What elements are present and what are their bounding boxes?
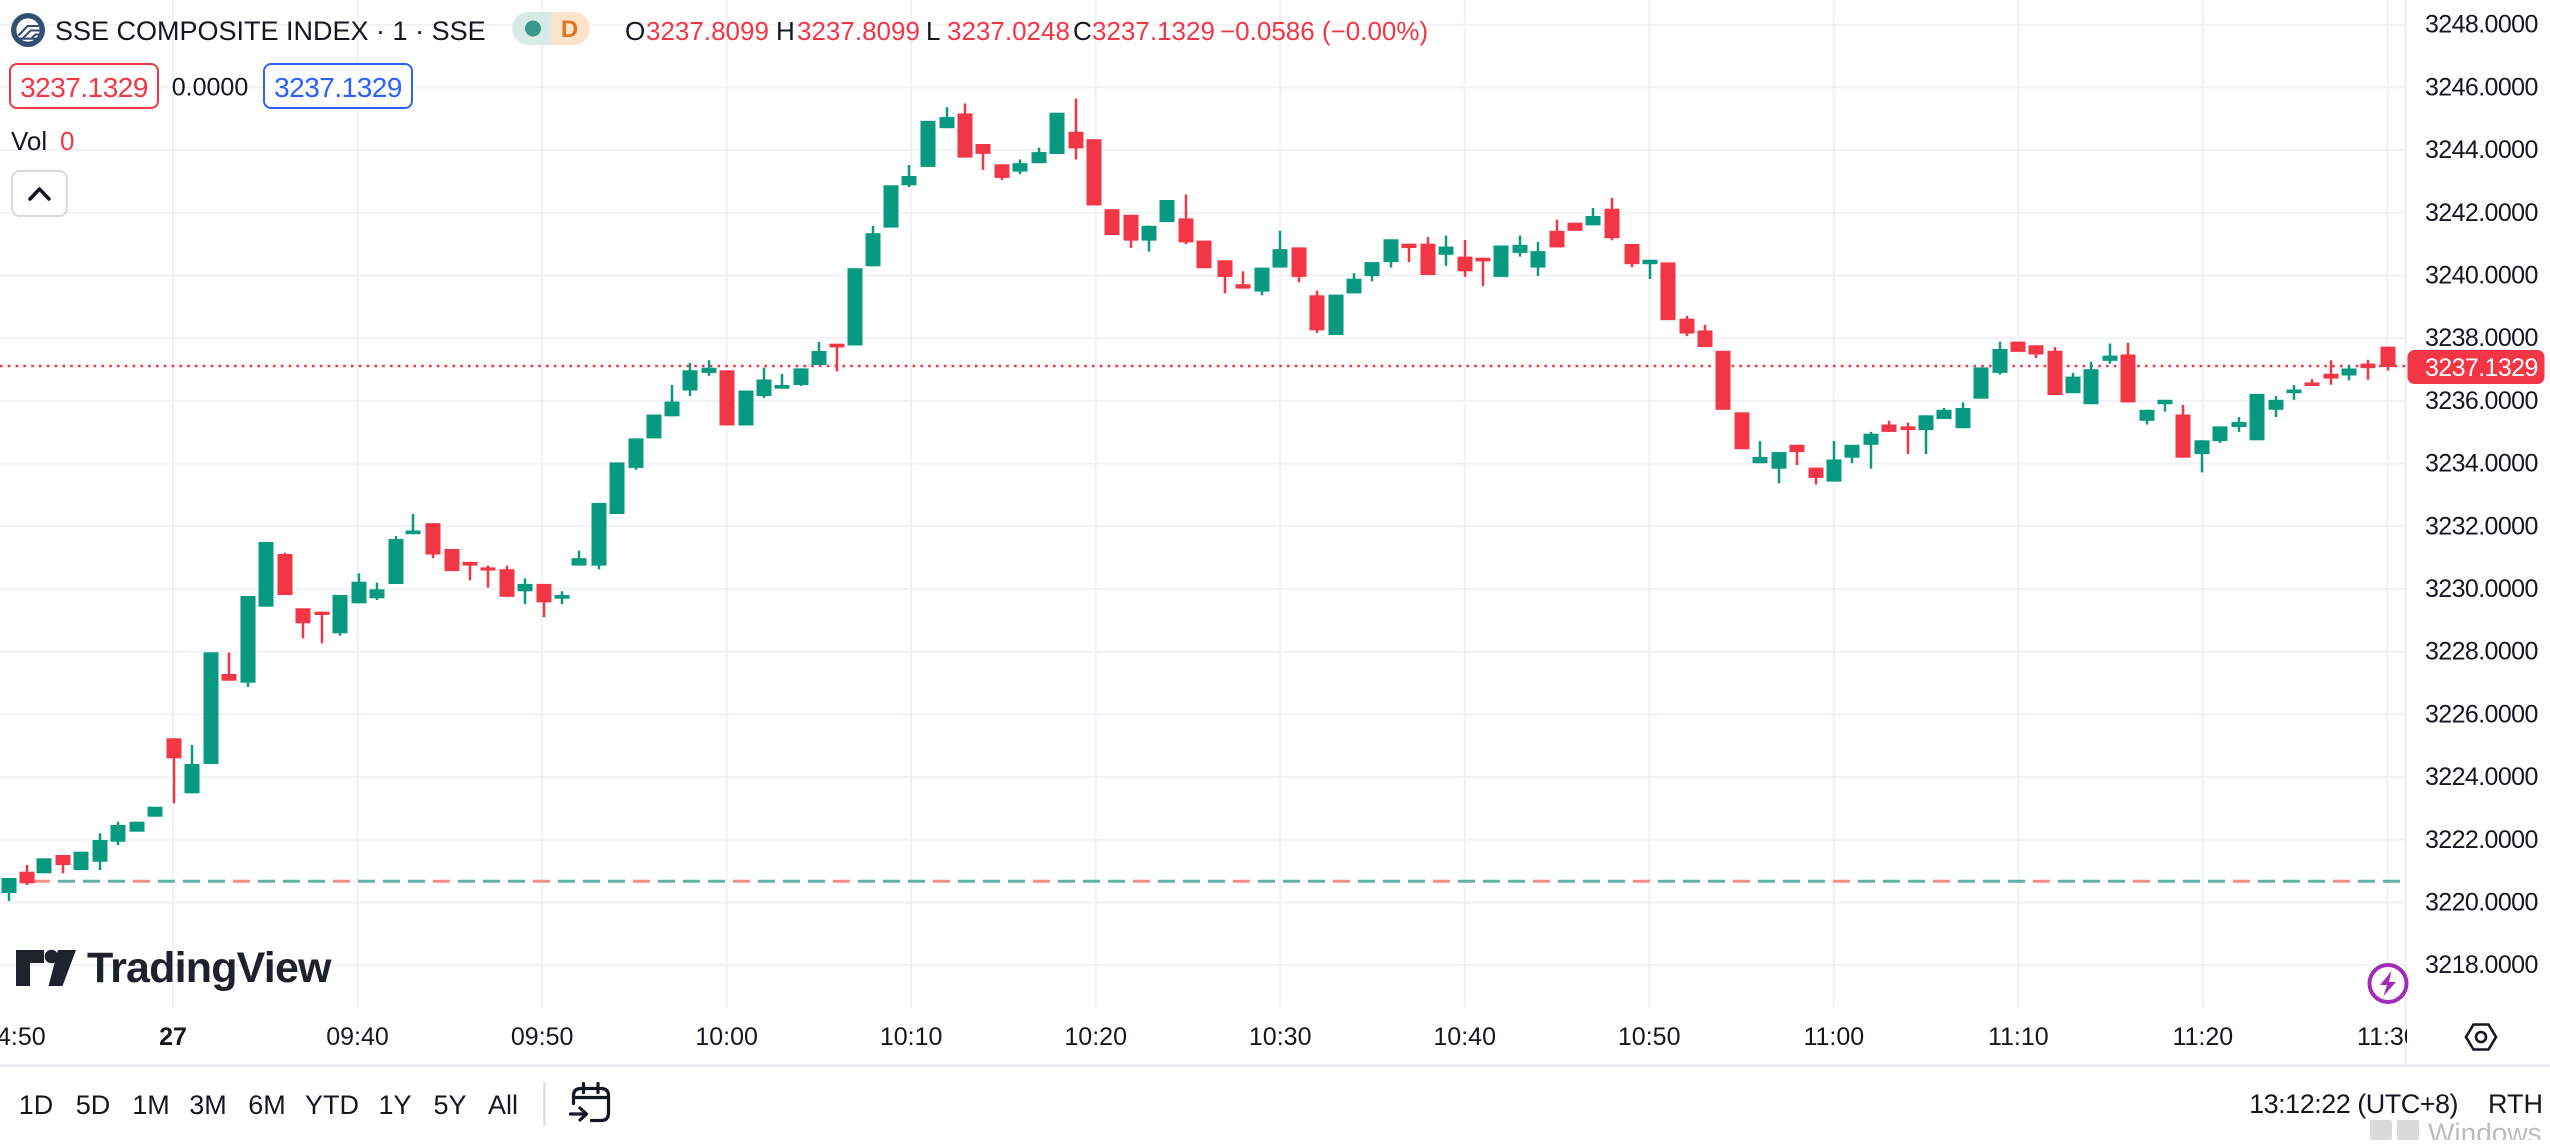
svg-text:3218.0000: 3218.0000 — [2425, 951, 2538, 979]
svg-text:0.0000: 0.0000 — [172, 74, 248, 102]
svg-text:D: D — [561, 16, 578, 43]
svg-text:3236.0000: 3236.0000 — [2425, 387, 2538, 415]
svg-text:11:10: 11:10 — [1988, 1023, 2049, 1051]
svg-text:All: All — [488, 1090, 518, 1120]
svg-text:3237.1329: 3237.1329 — [2425, 354, 2538, 382]
svg-text:10:00: 10:00 — [695, 1023, 758, 1051]
svg-text:C: C — [1073, 16, 1092, 46]
svg-text:H: H — [776, 16, 795, 46]
svg-text:3230.0000: 3230.0000 — [2425, 575, 2538, 603]
svg-text:11:00: 11:00 — [1803, 1023, 1864, 1051]
svg-text:3224.0000: 3224.0000 — [2425, 763, 2538, 791]
svg-text:10:40: 10:40 — [1433, 1023, 1496, 1051]
svg-text:L: L — [926, 16, 940, 46]
svg-text:13:12:22 (UTC+8): 13:12:22 (UTC+8) — [2249, 1089, 2458, 1119]
svg-text:1M: 1M — [132, 1090, 170, 1120]
svg-text:3234.0000: 3234.0000 — [2425, 450, 2538, 478]
svg-text:3228.0000: 3228.0000 — [2425, 638, 2538, 666]
svg-text:3237.8099: 3237.8099 — [797, 16, 920, 46]
svg-text:3240.0000: 3240.0000 — [2425, 262, 2538, 290]
svg-text:3237.1329: 3237.1329 — [20, 72, 148, 103]
svg-text:1D: 1D — [19, 1090, 54, 1120]
svg-text:3237.1329: 3237.1329 — [274, 72, 402, 103]
svg-text:1Y: 1Y — [378, 1090, 411, 1120]
svg-text:3M: 3M — [189, 1090, 227, 1120]
svg-text:3220.0000: 3220.0000 — [2425, 889, 2538, 917]
svg-text:11:30: 11:30 — [2357, 1023, 2418, 1051]
svg-text:O: O — [625, 16, 645, 46]
svg-text:6M: 6M — [248, 1090, 286, 1120]
svg-text:3246.0000: 3246.0000 — [2425, 73, 2538, 101]
svg-text:YTD: YTD — [305, 1090, 359, 1120]
svg-text:4:50: 4:50 — [0, 1023, 46, 1051]
svg-text:Vol: Vol — [11, 126, 47, 156]
svg-text:3238.0000: 3238.0000 — [2425, 324, 2538, 352]
svg-text:27: 27 — [159, 1023, 187, 1051]
svg-text:3226.0000: 3226.0000 — [2425, 700, 2538, 728]
svg-text:09:50: 09:50 — [511, 1023, 574, 1051]
svg-text:3222.0000: 3222.0000 — [2425, 826, 2538, 854]
svg-text:RTH: RTH — [2488, 1089, 2543, 1119]
svg-text:3244.0000: 3244.0000 — [2425, 136, 2538, 164]
svg-text:10:10: 10:10 — [880, 1023, 943, 1051]
svg-text:0: 0 — [60, 126, 74, 156]
svg-text:SSE COMPOSITE INDEX · 1 · SSE: SSE COMPOSITE INDEX · 1 · SSE — [55, 16, 486, 46]
svg-text:−0.0586 (−0.00%): −0.0586 (−0.00%) — [1220, 16, 1428, 46]
svg-text:TradingView: TradingView — [87, 944, 332, 992]
svg-text:5Y: 5Y — [433, 1090, 466, 1120]
svg-text:10:50: 10:50 — [1618, 1023, 1681, 1051]
svg-text:3242.0000: 3242.0000 — [2425, 199, 2538, 227]
svg-text:3248.0000: 3248.0000 — [2425, 11, 2538, 39]
svg-text:09:40: 09:40 — [326, 1023, 389, 1051]
svg-text:5D: 5D — [76, 1090, 111, 1120]
svg-text:Windows: Windows — [2428, 1118, 2542, 1141]
svg-text:3237.8099: 3237.8099 — [646, 16, 769, 46]
svg-text:3232.0000: 3232.0000 — [2425, 512, 2538, 540]
svg-text:10:20: 10:20 — [1064, 1023, 1127, 1051]
svg-text:3237.1329: 3237.1329 — [1092, 16, 1215, 46]
svg-text:10:30: 10:30 — [1249, 1023, 1312, 1051]
svg-text:3237.0248: 3237.0248 — [947, 16, 1070, 46]
svg-text:11:20: 11:20 — [2172, 1023, 2233, 1051]
